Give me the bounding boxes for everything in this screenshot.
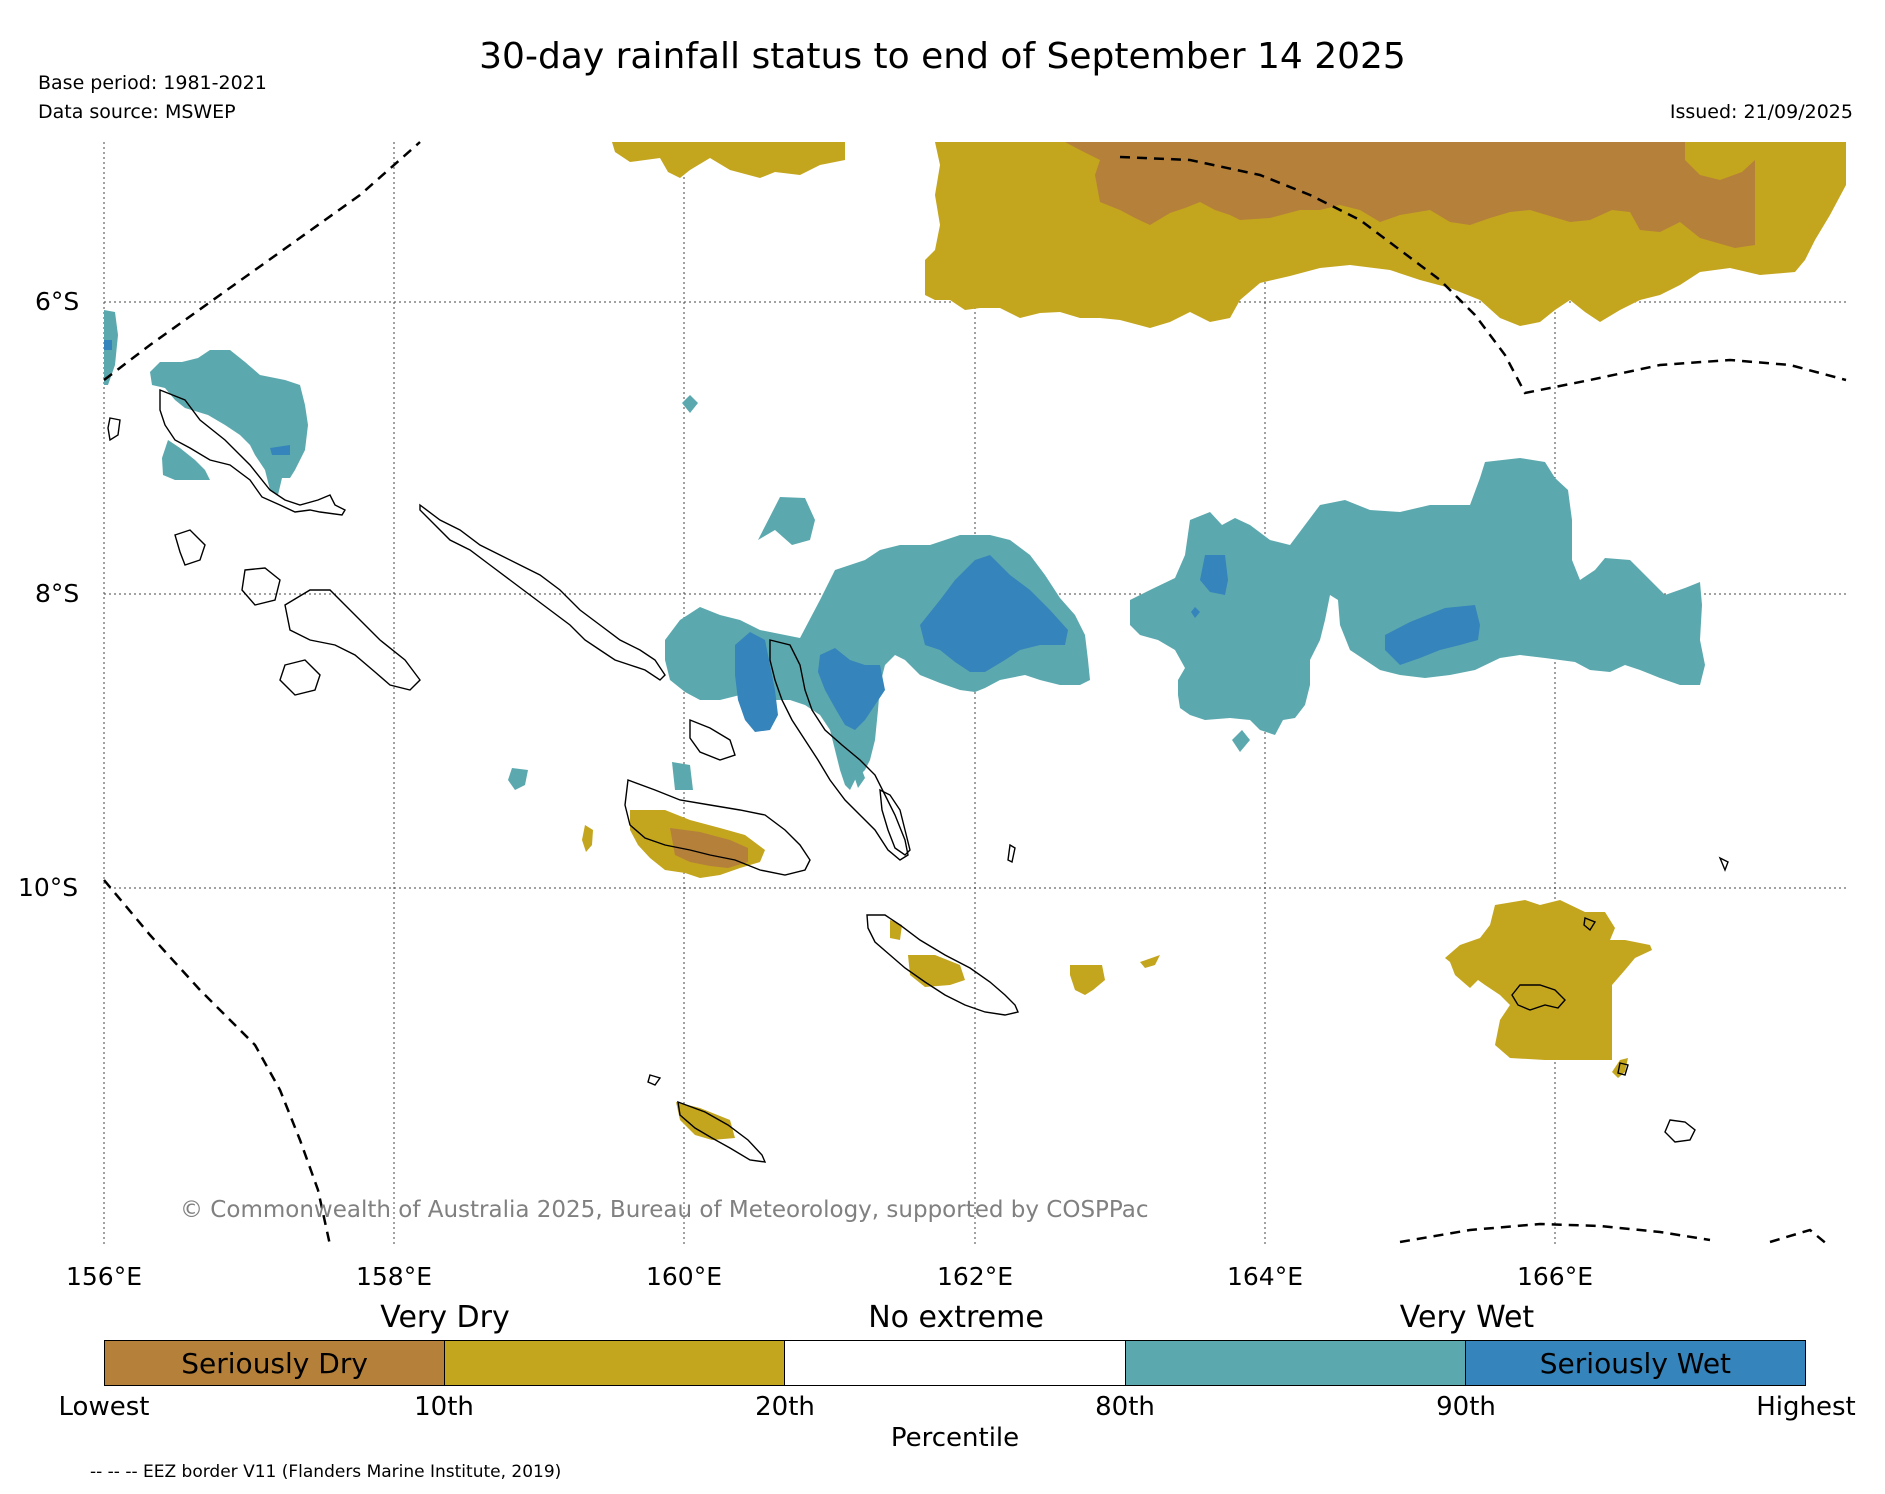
data-source-text: Data source: MSWEP xyxy=(38,101,236,123)
coastline-bellona xyxy=(647,1074,662,1086)
wet-region-isolated-4 xyxy=(672,762,693,790)
issued-date-text: Issued: 21/09/2025 xyxy=(1669,101,1853,123)
legend-label-very-wet: Very Wet xyxy=(1399,1300,1535,1335)
coastline-utupua xyxy=(1664,1119,1696,1143)
lon-label-160e: 160°E xyxy=(645,1262,723,1291)
lon-label-164e: 164°E xyxy=(1226,1262,1304,1291)
seriously-wet-region-east-1 xyxy=(1200,555,1228,595)
wet-region-east xyxy=(1130,458,1705,735)
copyright-text: © Commonwealth of Australia 2025, Bureau… xyxy=(180,1197,1149,1223)
coastline-guadalcanal xyxy=(624,779,811,876)
legend-segment-no-extreme xyxy=(785,1341,1126,1385)
dry-region-east-2 xyxy=(1140,955,1160,968)
coastline-new-georgia xyxy=(284,589,421,691)
rainfall-anomaly-wet xyxy=(104,310,1705,790)
legend-tick-80th: 80th xyxy=(1095,1392,1155,1422)
legend-segment-seriously-wet: Seriously Wet xyxy=(1465,1341,1806,1385)
legend-tick-20th: 20th xyxy=(755,1392,815,1422)
lon-label-158e: 158°E xyxy=(355,1262,433,1291)
seriously-wet-region-isabel xyxy=(818,648,885,730)
wet-region-east-small xyxy=(1232,730,1250,752)
coastline-choiseul xyxy=(419,503,666,681)
wet-region-bougainville-east xyxy=(150,350,308,495)
eez-border-note: -- -- -- EEZ border V11 (Flanders Marine… xyxy=(90,1462,562,1482)
legend-axis-label: Percentile xyxy=(890,1423,1020,1453)
coastline-rendova xyxy=(279,659,321,696)
seriously-wet-region-choiseul xyxy=(735,632,778,732)
lat-label-6s: 6°S xyxy=(35,287,80,316)
eez-border-se xyxy=(1399,1222,1711,1244)
dry-region-east-1 xyxy=(1070,965,1105,995)
seriously-wet-region-east-3 xyxy=(1385,605,1480,665)
coastline-vanikoro xyxy=(1511,984,1566,1011)
coastline-isabel xyxy=(769,639,909,861)
coastlines xyxy=(107,388,1729,1163)
coastline-small-2 xyxy=(1007,843,1016,864)
legend-tick-lowest: Lowest xyxy=(58,1392,150,1422)
seriously-wet-region-east-2 xyxy=(1191,607,1200,618)
seriously-wet-region-bougainville-2 xyxy=(270,445,290,455)
legend-segment-seriously-dry: Seriously Dry xyxy=(105,1341,446,1385)
wet-region-bougainville-small xyxy=(162,440,210,480)
legend-segment-very-dry xyxy=(445,1341,786,1385)
lon-label-162e: 162°E xyxy=(936,1262,1014,1291)
page-title: 30-day rainfall status to end of Septemb… xyxy=(479,36,1406,77)
coastline-shortland xyxy=(107,417,121,442)
dry-region-top-left xyxy=(612,142,845,178)
seriously-dry-region-north xyxy=(1065,142,1755,248)
legend-segment-very-wet xyxy=(1125,1341,1466,1385)
legend-tick-highest: Highest xyxy=(1756,1392,1856,1422)
coastline-malaita xyxy=(879,788,911,856)
coastline-makira xyxy=(866,914,1019,1016)
rainfall-anomaly-seriously-wet xyxy=(104,340,1480,732)
legend-tick-90th: 90th xyxy=(1436,1392,1496,1422)
legend-tick-10th: 10th xyxy=(414,1392,474,1422)
coastline-rennell xyxy=(677,1100,767,1163)
coastline-florida xyxy=(689,718,736,761)
legend-label-no-extreme: No extreme xyxy=(868,1300,1044,1335)
dry-region-south-island xyxy=(1612,1058,1628,1078)
wet-region-isolated-1 xyxy=(682,395,698,413)
lon-label-156e: 156°E xyxy=(65,1262,143,1291)
legend-label-very-dry: Very Dry xyxy=(380,1300,510,1335)
coastline-tikopia xyxy=(1617,1062,1629,1076)
dry-region-vanikoro xyxy=(1445,900,1652,1060)
lon-label-166e: 166°E xyxy=(1516,1262,1594,1291)
eez-border-se-corner xyxy=(1769,1228,1829,1246)
seriously-wet-region-bougainville-1 xyxy=(104,340,112,350)
seriously-wet-region-central xyxy=(920,555,1068,672)
eez-border-sw xyxy=(103,879,332,1246)
coastline-small-1 xyxy=(1718,856,1729,872)
lat-label-10s: 10°S xyxy=(18,873,79,902)
eez-border-nw xyxy=(103,141,421,381)
coastline-reef-islands xyxy=(1583,917,1597,932)
wet-region-central xyxy=(665,535,1090,790)
eez-border-ne xyxy=(1119,155,1847,395)
wet-region-malaita xyxy=(852,765,865,788)
dry-region-small-1 xyxy=(582,825,593,852)
coastline-kolombangara xyxy=(241,567,281,606)
wet-region-isolated-3 xyxy=(508,768,528,790)
coastline-vella-lavella xyxy=(174,529,206,566)
coastline-bougainville xyxy=(159,388,346,516)
wet-region-isolated-2 xyxy=(758,497,815,545)
eez-borders xyxy=(103,141,1847,1246)
base-period-text: Base period: 1981-2021 xyxy=(38,72,267,94)
lat-label-8s: 8°S xyxy=(35,579,80,608)
dry-region-makira-2 xyxy=(908,955,965,987)
legend-colorbar: Seriously Dry Seriously Wet xyxy=(104,1340,1806,1386)
dry-region-rennell xyxy=(676,1102,735,1140)
